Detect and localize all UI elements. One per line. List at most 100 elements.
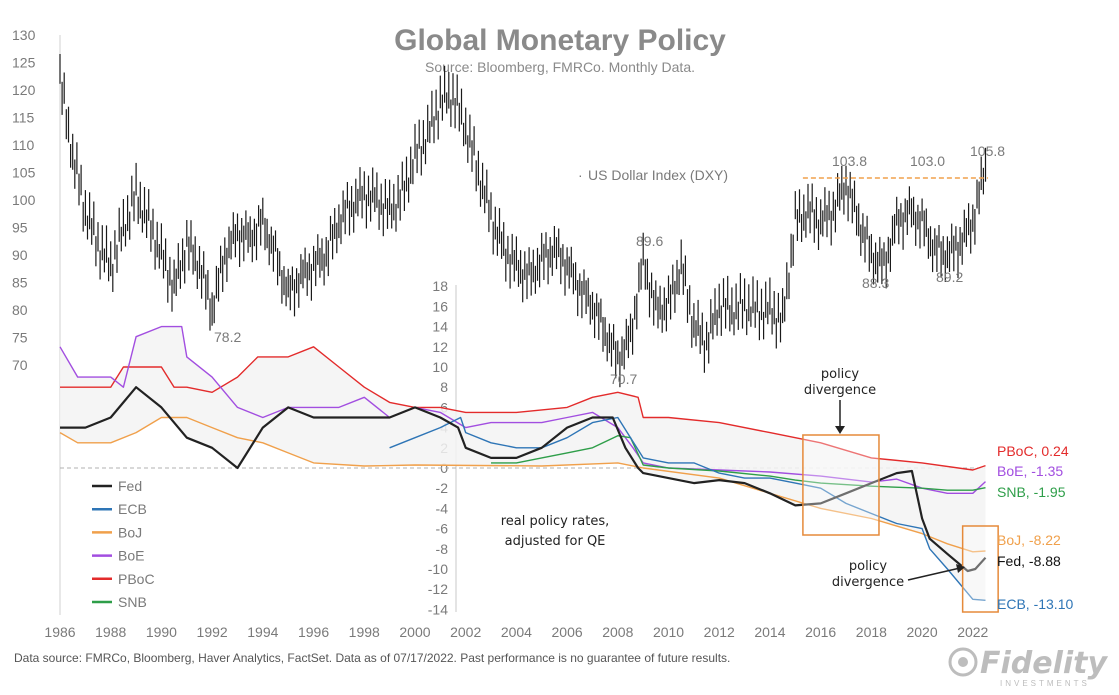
annotation-89-6: 89.6 xyxy=(636,233,663,249)
rate-tick-label: -8 xyxy=(436,541,449,557)
policy-rate-lines xyxy=(59,325,987,601)
rate-tick-label: 14 xyxy=(432,319,448,335)
callout-2-arrow xyxy=(907,567,961,581)
footer-source: Data source: FMRCo, Bloomberg, Haver Ana… xyxy=(14,651,730,665)
rate-tick-label: 18 xyxy=(432,278,448,294)
year-tick-label: 2016 xyxy=(805,624,836,640)
series-line-boe xyxy=(59,325,986,494)
annotation-78-2: 78.2 xyxy=(214,329,241,345)
end-label-ecb: ECB, -13.10 xyxy=(997,596,1073,612)
series-end-labels: Fed, -8.88 ECB, -13.10 BoJ, -8.22 BoE, -1.3… xyxy=(997,443,1073,612)
year-tick-label: 1990 xyxy=(146,624,177,640)
end-label-pboc: PBoC, 0.24 xyxy=(997,443,1069,459)
dxy-tick-label: 120 xyxy=(12,82,36,98)
dxy-tick-label: 95 xyxy=(12,220,28,236)
logo-subtext: INVESTMENTS xyxy=(1000,679,1090,688)
year-x-axis: 1986 1988 1990 1992 1994 1996 1998 2000 2002 2004… xyxy=(44,624,988,640)
rate-tick-label: 12 xyxy=(432,339,448,355)
dxy-tick-label: 110 xyxy=(12,137,35,153)
divergence-callout-2: policy divergence xyxy=(832,525,999,613)
end-label-boj: BoJ, -8.22 xyxy=(997,532,1061,548)
series-line-snb xyxy=(491,435,986,491)
annotation-88-3: 88.3 xyxy=(862,275,889,291)
callout-2-line-2: divergence xyxy=(832,575,904,590)
logo-mark-icon xyxy=(948,647,978,677)
legend-label-fed: Fed xyxy=(118,478,142,494)
callout-1-line-2: divergence xyxy=(804,383,876,398)
dxy-series xyxy=(59,54,987,388)
legend-label-ecb: ECB xyxy=(118,501,147,517)
legend-label-pboc: PBoC xyxy=(118,571,155,587)
end-label-boe: BoE, -1.35 xyxy=(997,463,1063,479)
logo-mark-core xyxy=(958,657,968,667)
rate-tick-label: 6 xyxy=(440,399,448,415)
legend: Fed ECB BoJ BoE PBoC SNB xyxy=(92,478,155,610)
dxy-tick-label: 70 xyxy=(12,357,28,373)
year-tick-label: 2010 xyxy=(653,624,684,640)
chart-subtitle: Source: Bloomberg, FMRCo. Monthly Data. xyxy=(425,59,695,75)
rate-tick-label: -2 xyxy=(436,480,449,496)
divergence-callout-1: policy divergence xyxy=(802,367,880,536)
annotation-103-8: 103.8 xyxy=(832,153,867,169)
dxy-series-label: US Dollar Index (DXY) xyxy=(588,167,728,183)
rate-tick-label: -14 xyxy=(428,601,448,617)
dxy-tick-label: 80 xyxy=(12,302,28,318)
callout-1-arrowhead xyxy=(835,426,845,434)
end-label-snb: SNB, -1.95 xyxy=(997,484,1066,500)
dxy-tick-label: 90 xyxy=(12,247,28,263)
annotation-70-7: 70.7 xyxy=(610,371,637,387)
dxy-tick-label: 130 xyxy=(12,27,36,43)
dxy-tick-label: 105 xyxy=(12,165,36,181)
year-tick-label: 1996 xyxy=(298,624,329,640)
rate-tick-label: -6 xyxy=(436,521,449,537)
series-line-ecb xyxy=(389,416,986,601)
year-tick-label: 1994 xyxy=(247,624,278,640)
year-tick-label: 1998 xyxy=(349,624,380,640)
annotation-103-0: 103.0 xyxy=(910,153,945,169)
end-label-fed: Fed, -8.88 xyxy=(997,553,1061,569)
year-tick-label: 2020 xyxy=(906,624,937,640)
legend-label-boe: BoE xyxy=(118,548,144,564)
series-line-pboc xyxy=(60,346,986,471)
year-tick-label: 2002 xyxy=(450,624,481,640)
rate-tick-label: 16 xyxy=(432,298,448,314)
year-tick-label: 1992 xyxy=(197,624,228,640)
dxy-label-marker: · xyxy=(578,167,583,183)
rate-tick-label: -10 xyxy=(428,561,448,577)
series-line-boj xyxy=(59,416,986,553)
dxy-tick-label: 85 xyxy=(12,275,28,291)
legend-label-snb: SNB xyxy=(118,594,147,610)
year-tick-label: 1986 xyxy=(44,624,75,640)
year-tick-label: 2000 xyxy=(399,624,430,640)
dxy-tick-label: 115 xyxy=(12,110,35,126)
annotation-89-2: 89.2 xyxy=(936,269,963,285)
legend-label-boj: BoJ xyxy=(118,524,142,540)
dxy-tick-label: 100 xyxy=(12,192,36,208)
year-tick-label: 1988 xyxy=(95,624,126,640)
callout-2-arrowhead xyxy=(956,564,965,573)
dxy-y-axis: 130 125 120 115 110 105 100 95 90 85 80 75 70 xyxy=(12,27,36,373)
year-tick-label: 2014 xyxy=(754,624,785,640)
note-line-2: adjusted for QE xyxy=(505,534,606,549)
fidelity-logo: Fidelity INVESTMENTS xyxy=(948,646,1109,688)
rate-tick-label: -12 xyxy=(428,581,448,597)
policy-range-band xyxy=(60,326,986,601)
rate-tick-label: 0 xyxy=(440,460,448,476)
callout-2-line-1: policy xyxy=(849,559,888,574)
logo-text: Fidelity xyxy=(980,646,1109,681)
rate-tick-label: 10 xyxy=(432,359,448,375)
chart-title: Global Monetary Policy xyxy=(394,24,726,57)
callout-1-line-1: policy xyxy=(821,367,860,382)
dxy-tick-label: 125 xyxy=(12,55,36,71)
rate-tick-label: 8 xyxy=(440,379,448,395)
annotation-105-8: 105.8 xyxy=(970,143,1005,159)
year-tick-label: 2006 xyxy=(552,624,583,640)
year-tick-label: 2008 xyxy=(602,624,633,640)
year-tick-label: 2018 xyxy=(856,624,887,640)
note-line-1: real policy rates, xyxy=(501,514,609,529)
year-tick-label: 2022 xyxy=(957,624,988,640)
year-tick-label: 2004 xyxy=(501,624,532,640)
series-line-fed xyxy=(60,386,987,573)
year-tick-label: 2012 xyxy=(704,624,735,640)
